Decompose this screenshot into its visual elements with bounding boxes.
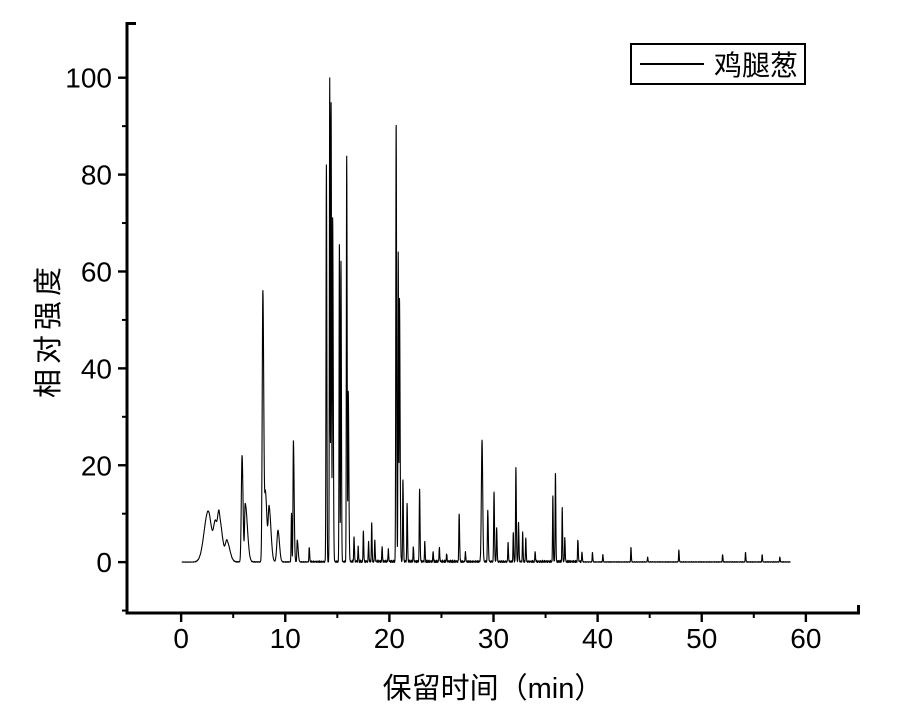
legend-line-sample-icon — [640, 63, 704, 65]
x-tick-label: 20 — [374, 623, 405, 654]
y-tick-label: 60 — [81, 256, 112, 287]
x-tick-label: 0 — [173, 623, 189, 654]
x-tick-label: 30 — [478, 623, 509, 654]
x-tick-label: 60 — [790, 623, 821, 654]
y-tick-label: 20 — [81, 450, 112, 481]
y-tick-label: 100 — [65, 63, 112, 94]
y-tick-label: 40 — [81, 353, 112, 384]
legend: 鸡腿葱 — [630, 43, 806, 85]
chromatogram-trace — [181, 77, 791, 564]
legend-label: 鸡腿葱 — [714, 50, 799, 81]
x-axis-title: 保留时间（min） — [382, 673, 604, 705]
axis-spines — [125, 22, 860, 615]
x-tick-label: 50 — [686, 623, 717, 654]
x-tick-label: 10 — [270, 623, 301, 654]
y-tick-label: 0 — [96, 547, 112, 578]
x-tick-label: 40 — [582, 623, 613, 654]
y-axis-title: 相对强度 — [33, 261, 65, 399]
y-tick-label: 80 — [81, 160, 112, 191]
